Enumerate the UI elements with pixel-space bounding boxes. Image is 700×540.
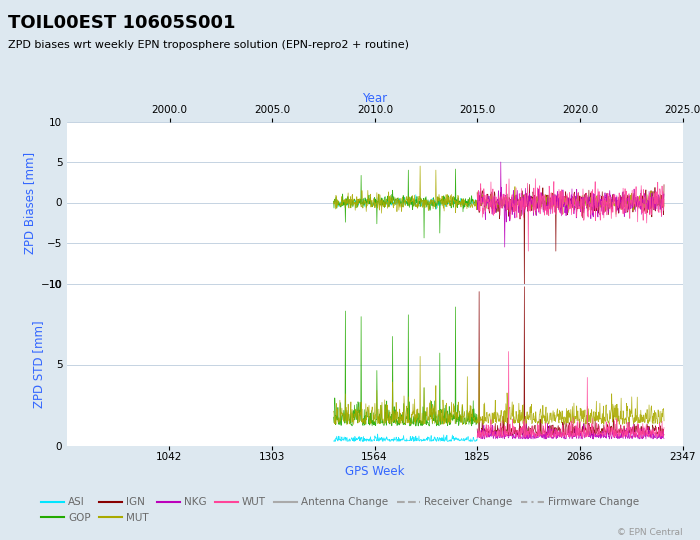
Y-axis label: ZPD STD [mm]: ZPD STD [mm] [32,321,45,408]
X-axis label: GPS Week: GPS Week [344,465,405,478]
Y-axis label: ZPD Biases [mm]: ZPD Biases [mm] [23,151,36,254]
X-axis label: Year: Year [362,92,387,105]
Legend: ASI, GOP, IGN, MUT, NKG, WUT, Antenna Change, Receiver Change, Firmware Change: ASI, GOP, IGN, MUT, NKG, WUT, Antenna Ch… [36,493,643,526]
Text: ZPD biases wrt weekly EPN troposphere solution (EPN-repro2 + routine): ZPD biases wrt weekly EPN troposphere so… [8,40,409,51]
Text: © EPN Central: © EPN Central [617,528,682,537]
Text: TOIL00EST 10605S001: TOIL00EST 10605S001 [8,14,236,31]
